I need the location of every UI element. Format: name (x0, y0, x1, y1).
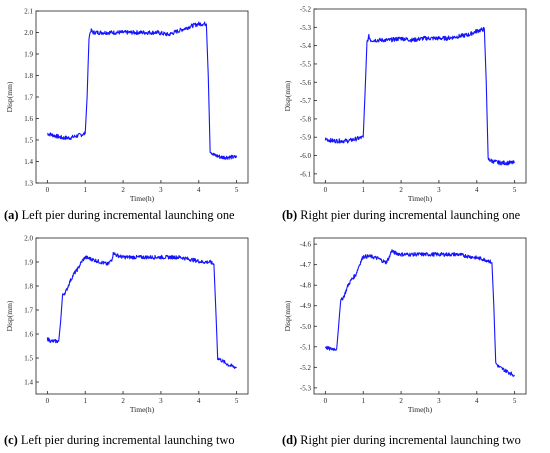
series-line (47, 21, 238, 160)
y-tick-label: -5.5 (300, 60, 312, 68)
caption-b-tag: (b) (282, 208, 298, 222)
chart-3: 0 1 2 3 4 5 -5.3 -5.2 -5.1 -5.0 -4.9 -4.8 -4.7 -4.6 Ti… (283, 237, 527, 414)
x-tick-label: 5 (513, 186, 517, 194)
y-tick-label: 2.0 (24, 235, 33, 243)
x-tick-label: 4 (197, 186, 201, 194)
x-tick-label: 2 (399, 397, 403, 405)
x-tick-label: 2 (121, 397, 125, 405)
x-tick-label: 0 (46, 186, 50, 194)
y-tick-label: 1.5 (24, 137, 33, 145)
y-tick-label: 1.7 (24, 94, 33, 102)
caption-c-tag: (c) (4, 433, 18, 447)
y-tick-label: -5.2 (300, 364, 312, 372)
y-tick-label: -5.9 (300, 134, 312, 142)
chart-1: 0 1 2 3 4 5 -6.1 -6.0 -5.9 -5.8 -5.7 -5.6 -5.5 -5.4 -5… (283, 6, 527, 203)
x-tick-label: 1 (361, 397, 365, 405)
x-tick-label: 3 (437, 397, 441, 405)
x-tick-label: 2 (399, 186, 403, 194)
y-tick-label: 1.3 (24, 180, 33, 188)
caption-d-text: Right pier during incremental launching … (300, 433, 521, 447)
y-axis-label: Disp(mm) (283, 80, 292, 111)
x-axis-label: Time(h) (130, 405, 155, 414)
y-tick-label: 2.1 (24, 8, 33, 16)
x-tick-label: 0 (46, 397, 50, 405)
y-tick-label: -5.7 (300, 97, 312, 105)
y-tick-label: 1.6 (24, 331, 33, 339)
series-line (324, 249, 515, 377)
y-tick-label: 1.4 (24, 379, 33, 387)
y-tick-label: 1.7 (24, 307, 33, 315)
x-tick-label: 3 (437, 186, 441, 194)
x-tick-label: 1 (83, 397, 87, 405)
y-tick-label: 1.6 (24, 115, 33, 123)
x-tick-label: 3 (159, 186, 163, 194)
x-tick-label: 5 (235, 397, 239, 405)
x-tick-label: 4 (197, 397, 201, 405)
y-tick-label: -5.6 (300, 79, 312, 87)
y-tick-label: 1.4 (24, 158, 33, 166)
y-tick-label: -4.8 (300, 282, 312, 290)
y-tick-label: -5.3 (300, 384, 312, 392)
y-tick-label: 1.8 (24, 72, 33, 80)
y-tick-label: -6.1 (300, 170, 312, 178)
plot-frame (35, 237, 249, 395)
x-tick-label: 0 (324, 397, 328, 405)
y-tick-label: -4.7 (300, 261, 312, 269)
y-tick-label: 1.9 (24, 259, 33, 267)
y-tick-label: 1.8 (24, 283, 33, 291)
series-line (324, 27, 515, 166)
x-tick-label: 5 (235, 186, 239, 194)
x-tick-label: 1 (83, 186, 87, 194)
y-axis-label: Disp(mm) (5, 81, 14, 112)
chart-0: 0 1 2 3 4 5 1.3 1.4 1.5 1.6 1.7 1.8 1.9 2.0 2.1 Time(h)… (5, 8, 249, 203)
y-tick-label: 1.9 (24, 51, 33, 59)
chart-2: 0 1 2 3 4 5 1.4 1.5 1.6 1.7 1.8 1.9 2.0 Time(h) Disp(m… (5, 235, 249, 414)
caption-a-text: Left pier during incremental launching o… (21, 208, 235, 222)
y-tick-label: -4.9 (300, 302, 312, 310)
x-tick-label: 0 (324, 186, 328, 194)
x-tick-label: 5 (513, 397, 517, 405)
y-tick-label: -4.6 (300, 241, 312, 249)
y-tick-label: -5.3 (300, 24, 312, 32)
x-tick-label: 4 (475, 397, 479, 405)
y-axis-label: Disp(mm) (5, 300, 14, 331)
y-tick-label: -5.0 (300, 323, 312, 331)
caption-a-tag: (a) (4, 208, 19, 222)
caption-a: (a) Left pier during incremental launchi… (4, 208, 235, 223)
y-tick-label: -5.8 (300, 115, 312, 123)
caption-d-tag: (d) (282, 433, 298, 447)
series-line (46, 251, 237, 369)
x-tick-label: 3 (159, 397, 163, 405)
caption-c-text: Left pier during incremental launching t… (20, 433, 235, 447)
caption-d: (d) Right pier during incremental launch… (282, 433, 521, 448)
plot-frame (313, 237, 527, 395)
caption-c: (c) Left pier during incremental launchi… (4, 433, 235, 448)
plot-frame (35, 10, 249, 184)
x-tick-label: 2 (121, 186, 125, 194)
x-axis-label: Time(h) (408, 405, 433, 414)
plot-frame (313, 8, 527, 184)
y-tick-label: -5.4 (300, 42, 312, 50)
y-tick-label: 2.0 (24, 29, 33, 37)
y-axis-label: Disp(mm) (283, 300, 292, 331)
y-tick-label: 1.5 (24, 355, 33, 363)
y-tick-label: -5.2 (300, 6, 312, 14)
caption-b: (b) Right pier during incremental launch… (282, 208, 520, 223)
x-axis-label: Time(h) (130, 194, 155, 203)
x-tick-label: 1 (361, 186, 365, 194)
x-axis-label: Time(h) (408, 194, 433, 203)
y-tick-label: -6.0 (300, 152, 312, 160)
y-tick-label: -5.1 (300, 343, 312, 351)
x-tick-label: 4 (475, 186, 479, 194)
caption-b-text: Right pier during incremental launching … (300, 208, 521, 222)
